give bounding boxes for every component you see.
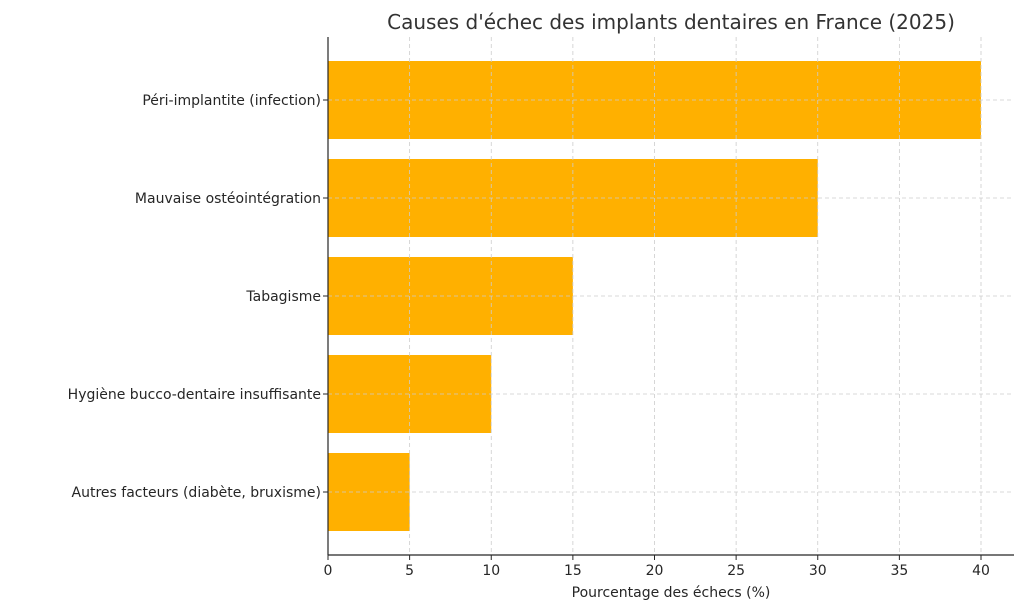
x-tick-label: 10 xyxy=(482,563,500,579)
x-tick-label: 5 xyxy=(405,563,414,579)
y-tick-label: Mauvaise ostéointégration xyxy=(135,191,321,207)
bar xyxy=(328,453,410,531)
x-axis-label: Pourcentage des échecs (%) xyxy=(572,585,771,601)
x-tick-labels: 0 5 10 15 20 25 30 35 40 xyxy=(324,555,990,579)
y-tick-label: Tabagisme xyxy=(245,289,321,305)
x-tick-label: 15 xyxy=(564,563,582,579)
grid-lines xyxy=(327,37,1014,555)
x-tick-label: 40 xyxy=(972,563,990,579)
y-tick-label: Péri-implantite (infection) xyxy=(142,93,321,109)
x-tick-label: 35 xyxy=(890,563,908,579)
x-tick-label: 25 xyxy=(727,563,745,579)
x-tick-label: 30 xyxy=(809,563,827,579)
x-tick-label: 0 xyxy=(324,563,333,579)
y-tick-label: Autres facteurs (diabète, bruxisme) xyxy=(72,485,321,501)
y-tick-label: Hygiène bucco-dentaire insuffisante xyxy=(68,387,321,403)
y-tick-labels: Péri-implantite (infection) Mauvaise osté… xyxy=(68,93,328,501)
x-tick-label: 20 xyxy=(646,563,664,579)
chart-title: Causes d'échec des implants dentaires en… xyxy=(387,10,955,34)
